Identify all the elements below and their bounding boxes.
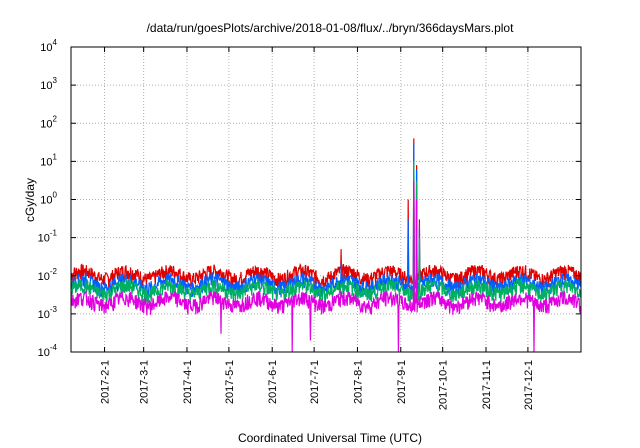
series-group [70, 138, 582, 353]
chart-title: /data/run/goesPlots/archive/2018-01-08/f… [147, 21, 515, 35]
x-tick-label: 2017-8-1 [352, 360, 364, 404]
y-tick-label: 101 [40, 152, 57, 168]
x-axis: 2017-2-1 2017-3-1 2017-4-1 2017-5-1 2017-6-1… [100, 47, 535, 410]
x-tick-label: 2017-10-1 [438, 360, 450, 410]
x-tick-label: 2017-12-1 [523, 360, 535, 410]
y-tick-label: 10-4 [38, 343, 58, 359]
y-tick-label: 10-1 [38, 229, 58, 245]
x-axis-label: Coordinated Universal Time (UTC) [238, 431, 422, 445]
y-tick-label: 104 [40, 38, 57, 54]
y-tick-label: 10-3 [38, 305, 58, 321]
series-line-3 [70, 181, 582, 353]
x-tick-label: 2017-3-1 [139, 360, 151, 404]
series-line-0 [70, 138, 582, 289]
y-tick-label: 100 [40, 191, 57, 207]
x-tick-label: 2017-2-1 [100, 360, 112, 404]
x-tick-label: 2017-11-1 [481, 360, 493, 409]
x-tick-label: 2017-5-1 [224, 360, 236, 404]
x-tick-label: 2017-4-1 [182, 360, 194, 404]
y-tick-label: 103 [40, 76, 57, 92]
series-line-2 [70, 161, 582, 306]
x-tick-label: 2017-9-1 [396, 360, 408, 404]
x-tick-label: 2017-6-1 [267, 360, 279, 404]
y-tick-label: 10-2 [38, 267, 58, 283]
y-axis: 10-4 10-3 10-2 10-1 100 101 102 103 104 [38, 38, 581, 359]
y-tick-label: 102 [40, 114, 57, 130]
y-axis-label: cGy/day [23, 178, 37, 222]
x-tick-label: 2017-7-1 [309, 360, 321, 404]
